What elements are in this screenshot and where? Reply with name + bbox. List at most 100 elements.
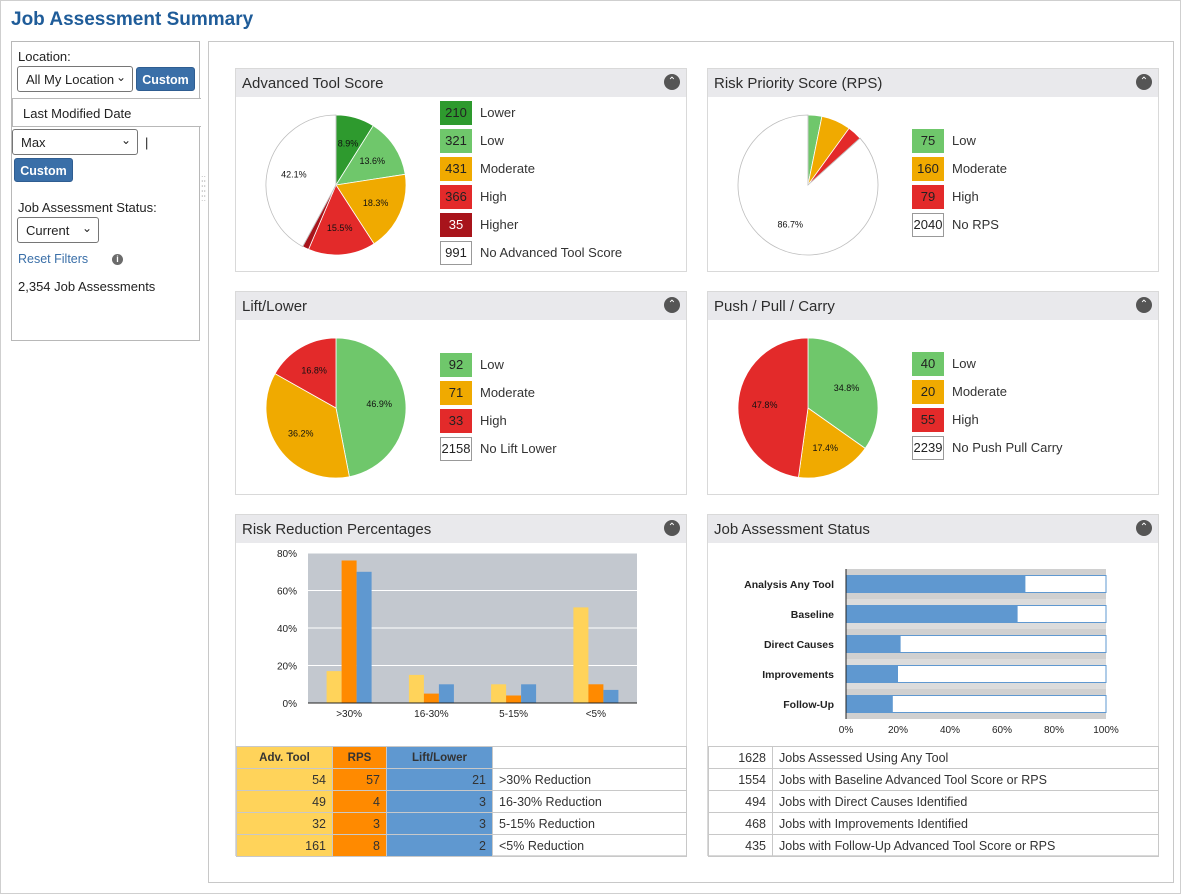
bar xyxy=(573,607,589,703)
panel-header: Lift/Lower ⌃ xyxy=(236,292,686,320)
pie-slice xyxy=(737,114,879,256)
table-row: 161 8 2 <5% Reduction xyxy=(236,834,687,857)
x-tick-label: 16-30% xyxy=(414,709,449,720)
pie-slice xyxy=(335,337,407,478)
legend-label: High xyxy=(952,412,979,427)
cell-label: Jobs with Follow-Up Advanced Tool Score … xyxy=(772,834,1159,857)
y-tick-label: 0% xyxy=(283,699,298,710)
y-tick-label: 60% xyxy=(277,587,297,598)
bar xyxy=(521,684,537,704)
cell-value: 468 xyxy=(708,812,773,835)
panel-title: Risk Reduction Percentages xyxy=(242,521,432,538)
dashboard-container: Advanced Tool Score ⌃ 8.9% 13.6% 18.3% 15.5… xyxy=(208,41,1174,883)
table-row: 32 3 3 5-15% Reduction xyxy=(236,812,687,835)
x-tick-label: 0% xyxy=(839,725,854,736)
legend-swatch: 2239 xyxy=(912,436,944,460)
location-select[interactable]: All My Location ⌄ xyxy=(17,66,133,92)
bar xyxy=(846,665,898,683)
bar xyxy=(603,689,619,703)
x-tick-label: 20% xyxy=(888,725,908,736)
y-tick-label: Baseline xyxy=(791,609,834,621)
cell-value: 1554 xyxy=(708,768,773,791)
cell-label: >30% Reduction xyxy=(492,768,687,791)
legend-label: No Advanced Tool Score xyxy=(480,245,623,260)
cell-lift: 2 xyxy=(386,834,493,857)
panel-risk-priority-score: Risk Priority Score (RPS) ⌃ 86.7% 75 Low … xyxy=(707,68,1159,272)
y-tick-label: Analysis Any Tool xyxy=(744,579,834,591)
cell-label: Jobs with Improvements Identified xyxy=(772,812,1159,835)
pie-slice-label: 36.2% xyxy=(288,428,314,438)
resize-handle[interactable]: :::::::::: xyxy=(201,173,207,203)
y-tick-label: 20% xyxy=(277,662,297,673)
legend-swatch: 92 xyxy=(440,353,472,377)
collapse-icon[interactable]: ⌃ xyxy=(664,74,680,90)
status-select-value: Current xyxy=(26,223,70,238)
legend-swatch: 75 xyxy=(912,129,944,153)
cell-label: Jobs Assessed Using Any Tool xyxy=(772,746,1159,769)
collapse-icon[interactable]: ⌃ xyxy=(1136,74,1152,90)
panel-header: Advanced Tool Score ⌃ xyxy=(236,69,686,97)
pie-slice-label: 86.7% xyxy=(778,220,804,230)
page-title: Job Assessment Summary xyxy=(11,9,254,30)
legend-label: High xyxy=(480,413,507,428)
table-row: 49 4 3 16-30% Reduction xyxy=(236,790,687,813)
y-tick-label: 80% xyxy=(277,549,297,560)
legend-swatch: 40 xyxy=(912,352,944,376)
bar xyxy=(846,575,1026,593)
bar xyxy=(341,560,357,703)
bar xyxy=(438,684,454,704)
col-header-label xyxy=(492,746,687,769)
chevron-down-icon: ⌄ xyxy=(81,221,92,235)
pie-slice xyxy=(335,125,406,186)
table-row: 1628 Jobs Assessed Using Any Tool xyxy=(708,746,1159,769)
legend-label: Higher xyxy=(480,217,519,232)
panel-header: Risk Priority Score (RPS) ⌃ xyxy=(708,69,1158,97)
date-range-select[interactable]: Max ⌄ xyxy=(12,129,138,155)
date-custom-button[interactable]: Custom xyxy=(14,158,73,182)
collapse-icon[interactable]: ⌃ xyxy=(664,520,680,536)
legend-swatch: 35 xyxy=(440,213,472,237)
panel-title: Advanced Tool Score xyxy=(242,75,384,92)
date-separator: | xyxy=(145,135,149,150)
bar xyxy=(356,571,372,704)
panel-risk-reduction: Risk Reduction Percentages ⌃ 0% 20% 40% 60%… xyxy=(235,514,687,857)
pie-slice-label: 17.4% xyxy=(813,443,839,453)
risk-reduction-bar-chart: 0% 20% 40% 60% 80% >30% 16-30% 5-15% <5% xyxy=(277,549,637,720)
assessment-count: 2,354 Job Assessments xyxy=(18,279,156,294)
cell-lift: 3 xyxy=(386,812,493,835)
info-icon[interactable]: i xyxy=(112,254,123,265)
cell-value: 1628 xyxy=(708,746,773,769)
reset-filters-link[interactable]: Reset Filters xyxy=(18,252,89,266)
pie-slice xyxy=(308,184,375,256)
pie-slice xyxy=(335,173,407,245)
bar xyxy=(846,605,1018,623)
pie-slice-label: 8.9% xyxy=(338,138,359,148)
panel-lift-lower: Lift/Lower ⌃ 46.9% 36.2% 16.8% 92 Low 71 Mod… xyxy=(235,291,687,495)
location-custom-button[interactable]: Custom xyxy=(136,67,195,91)
bar xyxy=(846,635,901,653)
cell-rps: 8 xyxy=(332,834,387,857)
pie-chart-rps: 86.7% xyxy=(737,114,879,256)
cell-value: 494 xyxy=(708,790,773,813)
collapse-icon[interactable]: ⌃ xyxy=(664,297,680,313)
location-label: Location: xyxy=(18,49,71,64)
status-select[interactable]: Current ⌄ xyxy=(17,217,99,243)
legend-swatch: 2040 xyxy=(912,213,944,237)
legend-label: No RPS xyxy=(952,217,999,232)
status-table: 1628 Jobs Assessed Using Any Tool 1554 Job… xyxy=(708,746,1159,857)
legend-swatch: 33 xyxy=(440,409,472,433)
bar xyxy=(846,695,893,713)
x-tick-label: 5-15% xyxy=(499,709,528,720)
collapse-icon[interactable]: ⌃ xyxy=(1136,297,1152,313)
y-tick-label: 40% xyxy=(277,624,297,635)
bar xyxy=(326,671,342,703)
cell-lift: 3 xyxy=(386,790,493,813)
collapse-icon[interactable]: ⌃ xyxy=(1136,520,1152,536)
pie-chart-advanced: 8.9%13.6% 18.3% 15.5% 42.1% xyxy=(265,114,407,256)
date-range-select-value: Max xyxy=(21,135,46,150)
panel-header: Risk Reduction Percentages ⌃ xyxy=(236,515,686,543)
legend-label: Low xyxy=(952,356,976,371)
cell-label: Jobs with Baseline Advanced Tool Score o… xyxy=(772,768,1159,791)
legend-label: Lower xyxy=(480,105,516,120)
cell-adv: 54 xyxy=(236,768,333,791)
